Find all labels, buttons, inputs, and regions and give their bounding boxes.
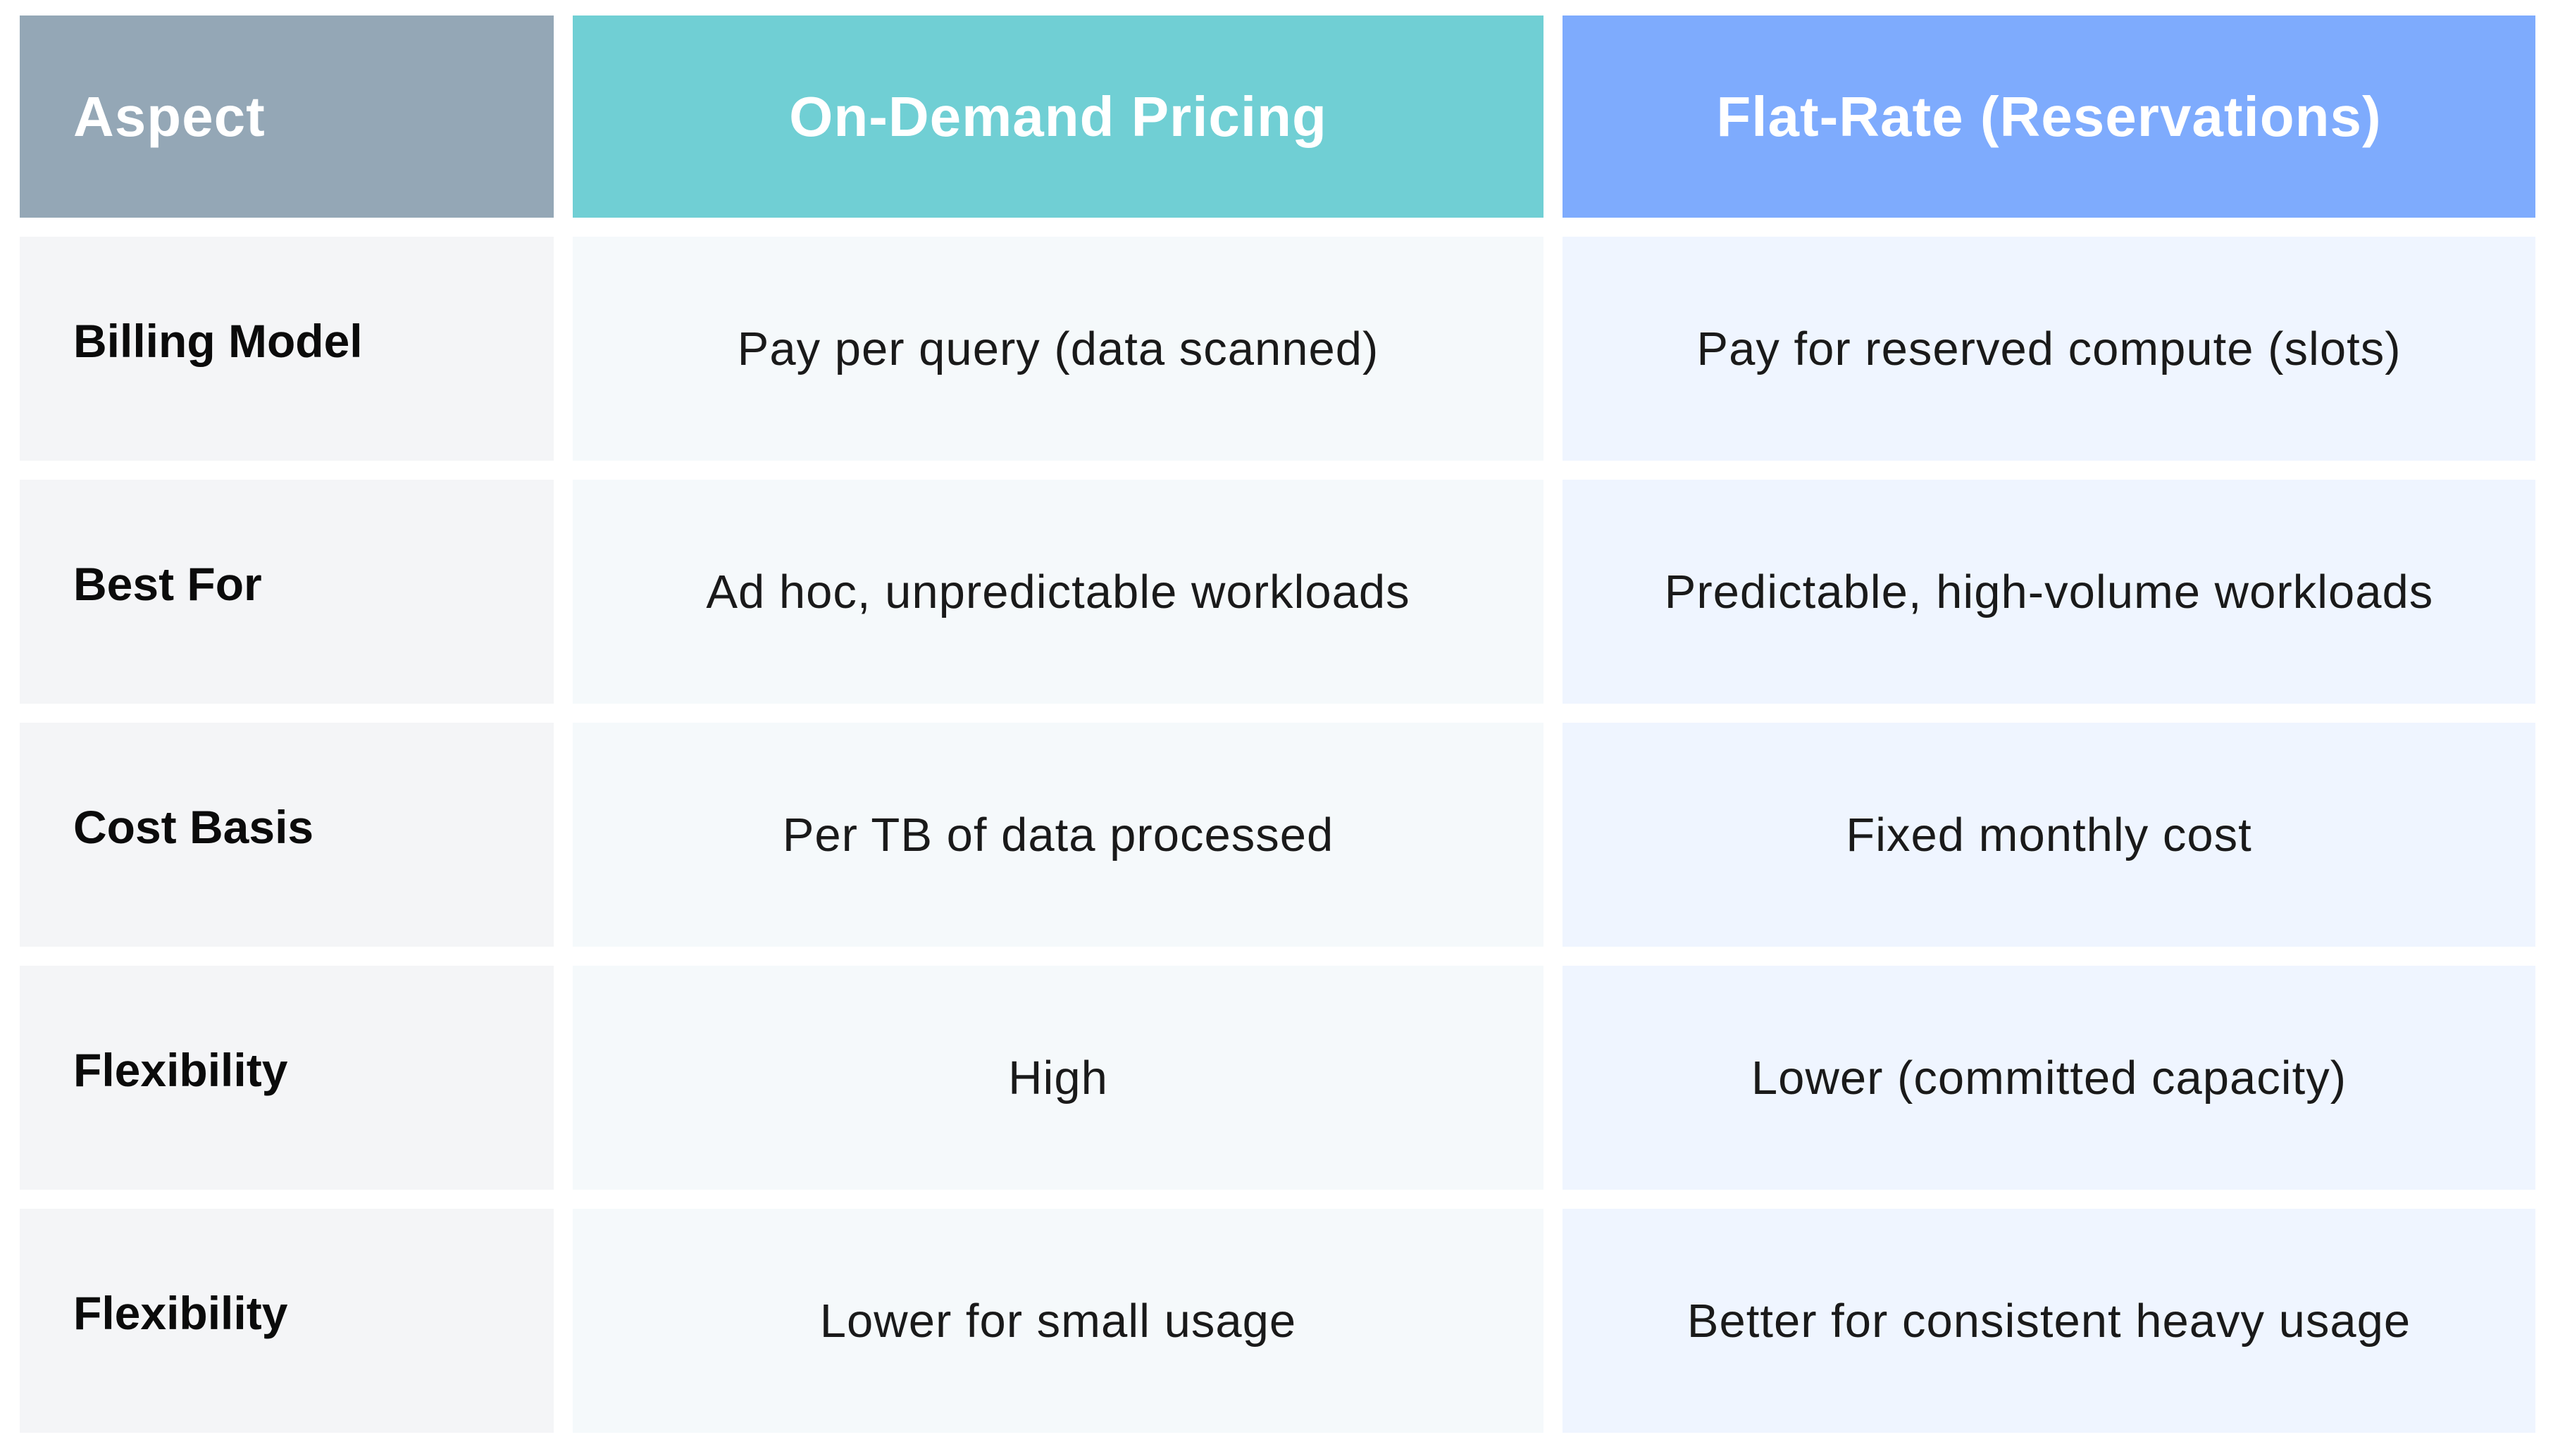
row-on-demand-cell: Pay per query (data scanned) [573, 237, 1543, 461]
header-aspect: Aspect [20, 15, 554, 218]
row-flat-rate-cell: Predictable, high-volume workloads [1563, 480, 2535, 704]
row-on-demand-cell: Lower for small usage [573, 1209, 1543, 1433]
header-flat-rate: Flat-Rate (Reservations) [1563, 15, 2535, 218]
row-flat-rate-cell: Pay for reserved compute (slots) [1563, 237, 2535, 461]
row-aspect-cell: Best For [20, 480, 554, 704]
row-aspect-cell: Flexibility [20, 966, 554, 1190]
row-flat-rate-cell: Fixed monthly cost [1563, 723, 2535, 947]
row-aspect-cell: Cost Basis [20, 723, 554, 947]
row-aspect-cell: Flexibility [20, 1209, 554, 1433]
row-on-demand-cell: High [573, 966, 1543, 1190]
header-on-demand: On-Demand Pricing [573, 15, 1543, 218]
row-on-demand-cell: Ad hoc, unpredictable workloads [573, 480, 1543, 704]
row-aspect-cell: Billing Model [20, 237, 554, 461]
pricing-comparison-table: Aspect On-Demand Pricing Flat-Rate (Rese… [20, 15, 2535, 1433]
row-flat-rate-cell: Lower (committed capacity) [1563, 966, 2535, 1190]
row-flat-rate-cell: Better for consistent heavy usage [1563, 1209, 2535, 1433]
row-on-demand-cell: Per TB of data processed [573, 723, 1543, 947]
